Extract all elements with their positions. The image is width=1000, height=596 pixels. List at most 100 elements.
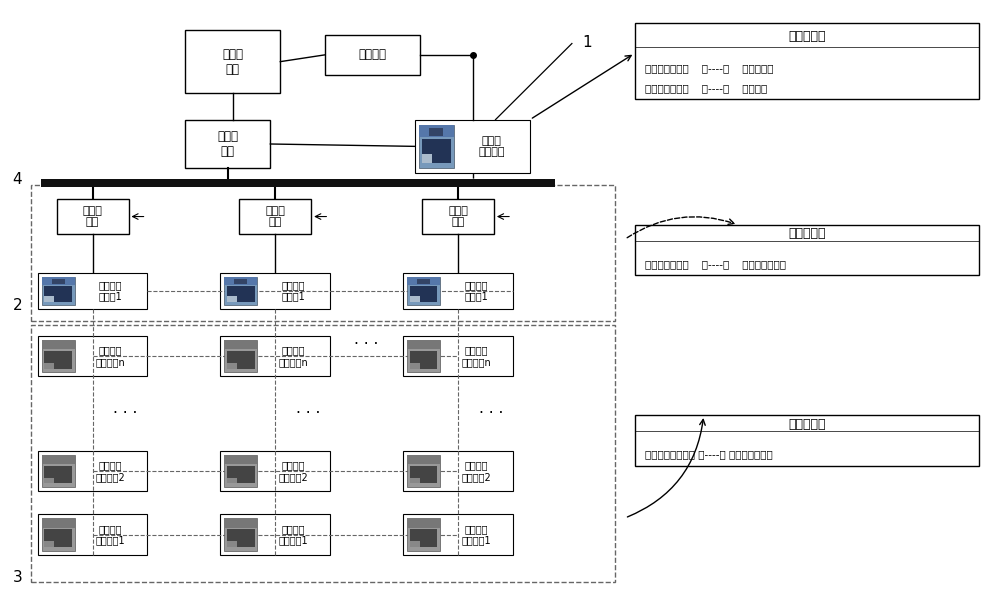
Bar [410, 465, 437, 483]
Bar [227, 465, 255, 483]
Bar [44, 286, 72, 302]
Bar [42, 340, 75, 372]
Bar [42, 519, 75, 551]
Text: 高压控
制箱: 高压控 制箱 [83, 206, 103, 227]
Bar [220, 273, 330, 309]
Bar [185, 120, 270, 169]
Text: 电池模组
管理单元n: 电池模组 管理单元n [96, 346, 125, 367]
Bar [41, 179, 555, 187]
Bar [44, 465, 72, 483]
Bar [403, 514, 513, 555]
Bar [422, 154, 432, 163]
Bar [227, 529, 255, 547]
Text: 高压控
制箱: 高压控 制箱 [265, 206, 285, 227]
Bar [38, 273, 147, 309]
Bar [220, 336, 330, 377]
Bar [38, 451, 147, 491]
Bar [42, 519, 75, 527]
Bar [227, 363, 237, 368]
Bar [44, 363, 54, 368]
Text: 电池模组
管理单元2: 电池模组 管理单元2 [278, 460, 308, 482]
Bar [52, 278, 65, 284]
Bar [38, 336, 147, 377]
Text: 电池簇管
理单元1: 电池簇管 理单元1 [99, 280, 122, 302]
Bar [410, 286, 437, 302]
Text: 电池堆管理单元    〈----〉    储能变流器: 电池堆管理单元 〈----〉 储能变流器 [645, 63, 773, 73]
Bar [410, 529, 437, 547]
Bar [227, 351, 255, 368]
Bar [635, 415, 979, 465]
Bar [42, 455, 75, 464]
Bar [227, 477, 237, 483]
Text: 电池模组
管理单元2: 电池模组 管理单元2 [461, 460, 491, 482]
Bar [407, 519, 440, 551]
Bar [227, 296, 237, 302]
Bar [403, 451, 513, 491]
Bar [410, 296, 420, 302]
Text: 电池簇管理单元    〈----〉    电池堆管理单元: 电池簇管理单元 〈----〉 电池堆管理单元 [645, 259, 786, 269]
Bar [407, 455, 440, 487]
Bar [410, 541, 420, 547]
Text: 电池模组管理单元 〈----〉 电池簇管理单元: 电池模组管理单元 〈----〉 电池簇管理单元 [645, 449, 773, 460]
Bar [407, 519, 440, 527]
Text: 电池模组
管理单元1: 电池模组 管理单元1 [278, 524, 308, 545]
Bar [224, 519, 257, 527]
Text: 电池簇管
理单元1: 电池簇管 理单元1 [464, 280, 488, 302]
Text: 电池簇管
理单元1: 电池簇管 理单元1 [281, 280, 305, 302]
Bar [403, 273, 513, 309]
Bar [407, 455, 440, 464]
Bar [419, 125, 454, 137]
Text: 储能变
流器: 储能变 流器 [222, 48, 243, 76]
Text: 3: 3 [13, 570, 22, 585]
Bar [44, 541, 54, 547]
Text: 高压控
制箱: 高压控 制箱 [448, 206, 468, 227]
Text: 电池模组
管理单元1: 电池模组 管理单元1 [96, 524, 125, 545]
Bar [403, 336, 513, 377]
Text: 监控平台: 监控平台 [359, 48, 387, 61]
Bar [227, 286, 255, 302]
Bar [410, 351, 437, 368]
Text: 电池模组
管理单元2: 电池模组 管理单元2 [96, 460, 125, 482]
Text: · · ·: · · · [296, 406, 320, 421]
Bar [44, 529, 72, 547]
Bar [635, 23, 979, 99]
Bar [422, 198, 494, 234]
Text: 第二层网络: 第二层网络 [788, 228, 826, 240]
Text: 第一层网络: 第一层网络 [788, 418, 826, 431]
Text: 电池堆
管理单元: 电池堆 管理单元 [478, 135, 505, 157]
Bar [44, 351, 72, 368]
Text: 电池模组
管理单元n: 电池模组 管理单元n [278, 346, 308, 367]
Text: 电池模组
管理单元n: 电池模组 管理单元n [461, 346, 491, 367]
Text: 电池堆
接口: 电池堆 接口 [217, 130, 238, 158]
Bar [42, 277, 75, 305]
Bar [42, 455, 75, 487]
Bar [31, 325, 615, 582]
Text: · · ·: · · · [479, 406, 503, 421]
Text: 4: 4 [13, 172, 22, 187]
Bar [38, 514, 147, 555]
Bar [419, 125, 454, 168]
Bar [224, 455, 257, 464]
Bar [410, 477, 420, 483]
Bar [185, 30, 280, 93]
Bar [57, 198, 129, 234]
Bar [224, 340, 257, 372]
Bar [224, 340, 257, 349]
Text: 电池模组
管理单元1: 电池模组 管理单元1 [461, 524, 491, 545]
Bar [239, 198, 311, 234]
Bar [224, 277, 257, 284]
Bar [410, 363, 420, 368]
Bar [224, 277, 257, 305]
Text: 电池堆管理单元    〈----〉    监控平台: 电池堆管理单元 〈----〉 监控平台 [645, 83, 767, 94]
Text: · · ·: · · · [113, 406, 138, 421]
Bar [220, 514, 330, 555]
Bar [407, 340, 440, 372]
Bar [429, 128, 443, 136]
Bar [224, 519, 257, 551]
Bar [42, 340, 75, 349]
Bar [417, 278, 430, 284]
Bar [44, 477, 54, 483]
Bar [234, 278, 247, 284]
Bar [42, 277, 75, 284]
Bar [407, 277, 440, 305]
